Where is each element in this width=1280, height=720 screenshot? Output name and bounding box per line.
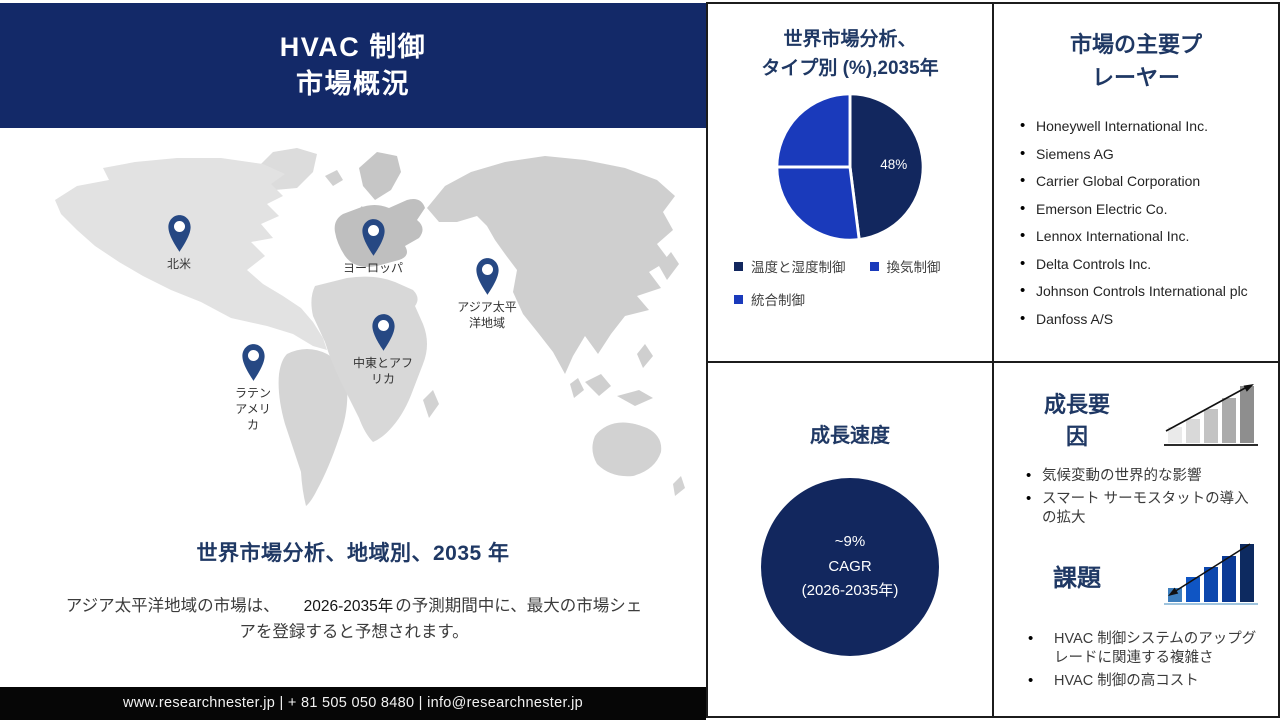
growth-factor-item: スマート サーモスタットの導入 の拡大 (1026, 489, 1266, 529)
region-label: アジア太平 洋地域 (457, 300, 517, 330)
legend-item: 温度と湿度制御 (734, 256, 846, 276)
challenge-item: HVAC 制御システムのアップグレードに関連する複雑さ (1028, 629, 1266, 669)
region-label: ヨーロッパ (342, 261, 403, 275)
pie-slice-2 (775, 92, 852, 169)
island-indonesia-2 (617, 390, 653, 406)
legend-swatch (869, 261, 879, 271)
island-madagascar (423, 390, 439, 418)
player-item: Lennox International Inc. (1020, 227, 1278, 246)
type-share-pie: 48% (775, 92, 925, 242)
legend-label: 温度と湿度制御 (751, 260, 846, 275)
continent-africa (311, 276, 427, 442)
player-item: Johnson Controls International plc (1020, 282, 1278, 301)
region-label: 北米 (166, 257, 191, 271)
region-asia-pacific: アジア太平 洋地域 (442, 255, 532, 332)
players-title-line2: レーヤー (1091, 65, 1180, 90)
legend-swatch (734, 294, 743, 304)
island-japan (659, 252, 679, 280)
cagr-period: (2026-2035年) (801, 582, 899, 600)
growth-rate-title: 成長速度 (810, 425, 890, 447)
legend-item: 統合制御 (734, 289, 805, 309)
legend-row: 温度と湿度制御 換気制御 (734, 256, 992, 276)
left-section: HVAC 制御 市場概況 (0, 3, 706, 720)
location-pin-icon (361, 219, 385, 256)
panel-factors-challenges: 成長要 因 気候変動の世界的な影響 スマート サーモスタットの導入 の拡大 課題 (994, 363, 1278, 716)
player-item: Emerson Electric Co. (1020, 200, 1278, 219)
island-new-zealand (673, 476, 685, 496)
challenges-bars-icon (1164, 543, 1258, 605)
page-title-line2: 市場概況 (296, 68, 410, 99)
region-label: 中東とアフ リカ (352, 356, 413, 386)
pie-slice-1 (775, 165, 861, 242)
island-iceland (325, 170, 343, 186)
note-forecast-period: 2026-2035年 (303, 598, 394, 615)
legend-row: 統合制御 (734, 289, 992, 309)
key-players-list: Honeywell International Inc. Siemens AG … (1020, 117, 1278, 329)
location-pin-icon (371, 314, 395, 351)
pie-legend: 温度と湿度制御 換気制御 統合制御 (734, 256, 992, 309)
player-item: Delta Controls Inc. (1020, 255, 1278, 274)
cagr-metric: CAGR (828, 557, 872, 575)
pie-data-label: 48% (880, 157, 907, 172)
challenge-item: HVAC 制御の高コスト (1028, 671, 1266, 692)
challenges-title: 課題 (1053, 564, 1101, 592)
legend-item: 換気制御 (869, 256, 941, 276)
growth-bars-icon (1164, 384, 1258, 446)
continent-north-america (55, 158, 327, 350)
region-europe: ヨーロッパ (328, 216, 418, 277)
continent-scandinavia (359, 152, 401, 200)
growth-factors-title: 成長要 因 (1043, 392, 1110, 449)
legend-label: 換気制御 (886, 260, 941, 275)
panel-key-players: 市場の主要プ レーヤー Honeywell International Inc.… (994, 4, 1278, 361)
region-north-america: 北米 (134, 212, 224, 273)
continent-australia (592, 422, 662, 477)
location-pin-icon (241, 344, 265, 381)
key-players-title: 市場の主要プ レーヤー (994, 28, 1278, 94)
note-part2: の予測期間中に、最大の市場シェアを登録すると予想されます。 (239, 597, 643, 641)
player-item: Honeywell International Inc. (1020, 117, 1278, 136)
growth-factors-list: 気候変動の世界的な影響 スマート サーモスタットの導入 の拡大 (994, 466, 1278, 529)
growth-factor-item: 気候変動の世界的な影響 (1026, 466, 1266, 487)
continent-south-america (278, 349, 348, 506)
challenges-header: 課題 (994, 532, 1278, 618)
location-pin-icon (167, 215, 191, 252)
player-item: Siemens AG (1020, 145, 1278, 164)
island-indonesia-3 (570, 378, 584, 398)
challenges-list: HVAC 制御システムのアップグレードに関連する複雑さ HVAC 制御の高コスト (994, 629, 1278, 692)
region-latin-america: ラテン アメリ カ (208, 341, 298, 433)
region-label: ラテン アメリ カ (234, 386, 271, 432)
regional-analysis-note: アジア太平洋地域の市場は、 2026-2035年 の予測期間中に、最大の市場シェアを… (58, 594, 650, 645)
island-indonesia-1 (585, 374, 611, 396)
pie-chart-title: 世界市場分析、 タイプ別 (%),2035年 (708, 26, 992, 83)
world-map-svg (55, 148, 685, 506)
footer-contact-bar: www.researchnester.jp | + 81 505 050 848… (0, 687, 706, 720)
world-map: 北米 ヨーロッパ アジア太平 洋地域 (25, 138, 685, 523)
panel-type-share: 世界市場分析、 タイプ別 (%),2035年 48% 温度と湿度制御 換気制御 (708, 4, 992, 361)
page-title-line1: HVAC 制御 (279, 32, 427, 63)
legend-label: 統合制御 (751, 293, 805, 308)
pie-slice-0 (848, 92, 925, 242)
main-header: HVAC 制御 市場概況 (0, 3, 706, 128)
pie-title-line2: タイプ別 (%),2035年 (761, 57, 939, 79)
player-item: Carrier Global Corporation (1020, 172, 1278, 191)
panel-growth-rate: 成長速度 ~9% CAGR (2026-2035年) (708, 363, 992, 716)
right-section: 世界市場分析、 タイプ別 (%),2035年 48% 温度と湿度制御 換気制御 (706, 2, 1280, 718)
region-middle-east-africa: 中東とアフ リカ (338, 311, 428, 388)
cagr-value: ~9% (834, 533, 866, 551)
player-item: Danfoss A/S (1020, 310, 1278, 329)
growth-factors-header: 成長要 因 (994, 363, 1278, 459)
note-part1: アジア太平洋地域の市場は、 (65, 597, 280, 615)
pie-title-line1: 世界市場分析、 (783, 29, 917, 50)
cagr-circle: ~9% CAGR (2026-2035年) (761, 478, 939, 656)
regional-analysis-heading: 世界市場分析、地域別、2035 年 (196, 542, 510, 565)
island-philippines (637, 344, 653, 368)
location-pin-icon (475, 258, 499, 295)
legend-swatch (734, 261, 743, 271)
continent-asia (427, 156, 675, 374)
players-title-line1: 市場の主要プ (1069, 32, 1202, 57)
